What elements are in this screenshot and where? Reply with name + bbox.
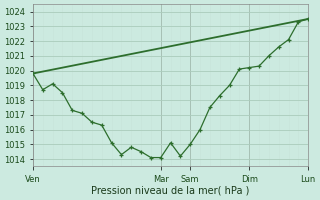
X-axis label: Pression niveau de la mer( hPa ): Pression niveau de la mer( hPa )	[92, 186, 250, 196]
